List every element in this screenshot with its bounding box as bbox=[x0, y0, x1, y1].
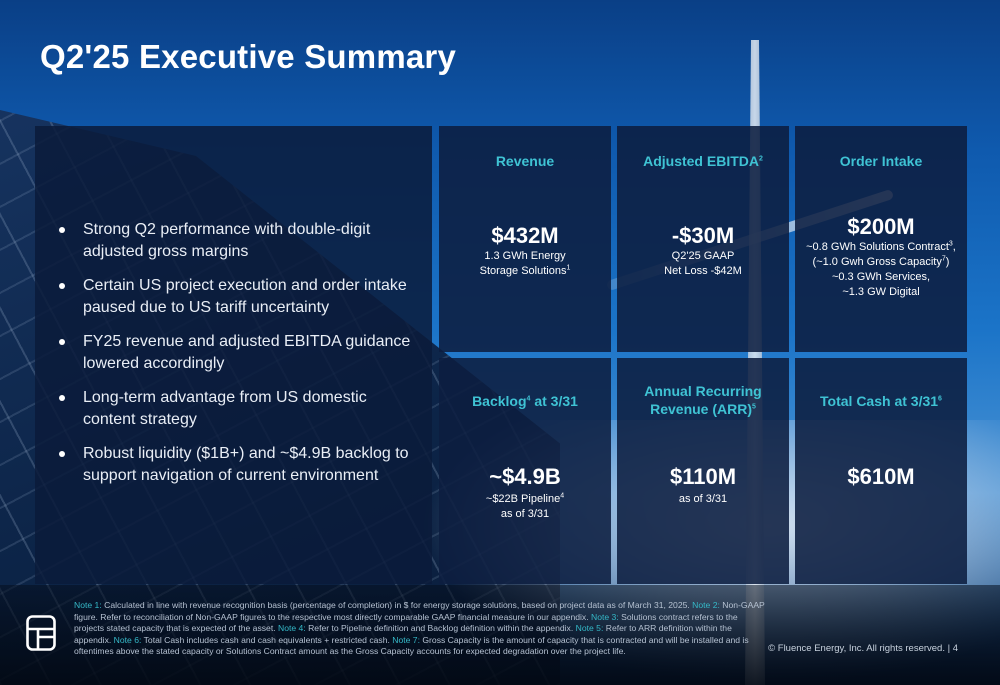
order-intake-heading: Order Intake bbox=[839, 153, 923, 169]
bullet-item: Long-term advantage from US domestic con… bbox=[55, 387, 415, 431]
revenue-tile: Revenue $432M 1.3 GWh Energy Storage Sol… bbox=[439, 126, 611, 352]
total-cash-value: $610M bbox=[847, 464, 915, 489]
arr-tile: Annual Recurring Revenue (ARR)5 $110M as… bbox=[617, 358, 789, 584]
backlog-subtext: ~$22B Pipeline4 as of 3/31 bbox=[485, 492, 565, 520]
bullet-icon bbox=[59, 227, 65, 233]
summary-bullets: Strong Q2 performance with double-digit … bbox=[55, 219, 415, 499]
revenue-value: $432M bbox=[491, 223, 559, 248]
backlog-heading: Backlog4 at 3/31 bbox=[472, 393, 578, 409]
bullet-item: Robust liquidity ($1B+) and ~$4.9B backl… bbox=[55, 443, 415, 487]
total-cash-tile: Total Cash at 3/316 $610M bbox=[795, 358, 967, 584]
ebitda-subtext: Q2'25 GAAP Net Loss -$42M bbox=[664, 250, 742, 277]
arr-subtext: as of 3/31 bbox=[678, 493, 728, 505]
order-intake-subtext: ~0.8 GWh Solutions Contract3, (~1.0 Gwh … bbox=[806, 240, 956, 298]
arr-value: $110M bbox=[669, 464, 737, 489]
bullet-item: Certain US project execution and order i… bbox=[55, 275, 415, 319]
copyright-text: © Fluence Energy, Inc. All rights reserv… bbox=[768, 643, 958, 654]
bullet-item: FY25 revenue and adjusted EBITDA guidanc… bbox=[55, 331, 415, 375]
backlog-tile: Backlog4 at 3/31 ~$4.9B ~$22B Pipeline4 … bbox=[439, 358, 611, 584]
backlog-value: ~$4.9B bbox=[489, 464, 561, 489]
revenue-heading: Revenue bbox=[495, 153, 555, 169]
revenue-subtext: 1.3 GWh Energy Storage Solutions1 bbox=[479, 250, 571, 277]
order-intake-value: $200M bbox=[847, 214, 915, 239]
bullet-icon bbox=[59, 395, 65, 401]
footnotes: Note 1: Calculated in line with revenue … bbox=[74, 600, 765, 657]
page-title: Q2'25 Executive Summary bbox=[40, 38, 457, 75]
summary-panel: Strong Q2 performance with double-digit … bbox=[35, 126, 432, 584]
order-intake-tile: Order Intake $200M ~0.8 GWh Solutions Co… bbox=[795, 126, 967, 352]
ebitda-value: -$30M bbox=[671, 223, 735, 248]
footer-shade bbox=[0, 585, 1000, 685]
bullet-icon bbox=[59, 339, 65, 345]
bullet-icon bbox=[59, 283, 65, 289]
ebitda-heading: Adjusted EBITDA2 bbox=[643, 153, 763, 169]
bullet-item: Strong Q2 performance with double-digit … bbox=[55, 219, 415, 263]
total-cash-heading: Total Cash at 3/316 bbox=[820, 393, 942, 409]
bullet-icon bbox=[59, 451, 65, 457]
fluence-logo-icon bbox=[26, 615, 56, 651]
arr-heading: Annual Recurring Revenue (ARR)5 bbox=[644, 383, 762, 417]
adjusted-ebitda-tile: Adjusted EBITDA2 -$30M Q2'25 GAAP Net Lo… bbox=[617, 126, 789, 352]
